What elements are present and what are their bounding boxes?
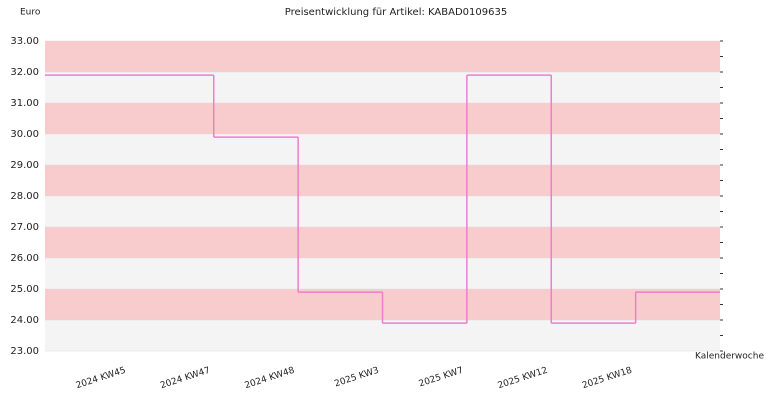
x-tick-label: 2024 KW47: [159, 366, 211, 391]
chart-title: Preisentwicklung für Artikel: KABAD01096…: [285, 7, 507, 18]
band: [45, 227, 720, 258]
y-tick-label: 32.00: [10, 67, 39, 78]
y-tick-label: 24.00: [10, 315, 39, 326]
y-tick-label: 26.00: [10, 253, 39, 264]
band: [45, 41, 720, 72]
band: [45, 258, 720, 289]
x-tick-label: 2025 KW7: [418, 366, 465, 390]
y-axis-label: Euro: [20, 8, 41, 18]
x-tick-label: 2025 KW3: [333, 366, 380, 390]
band: [45, 165, 720, 196]
band: [45, 72, 720, 103]
band: [45, 196, 720, 227]
y-tick-label: 33.00: [10, 36, 39, 47]
y-tick-label: 27.00: [10, 222, 39, 233]
band: [45, 134, 720, 165]
y-tick-label: 28.00: [10, 191, 39, 202]
bands: [45, 41, 720, 351]
y-tick-label: 30.00: [10, 129, 39, 140]
x-tick-label: 2024 KW48: [244, 366, 297, 392]
y-tick-label: 31.00: [10, 98, 39, 109]
x-axis-label: Kalenderwoche: [695, 352, 764, 362]
x-tick-label: 2025 KW12: [497, 366, 549, 391]
band: [45, 103, 720, 134]
y-tick-label: 23.00: [10, 346, 39, 357]
band: [45, 320, 720, 351]
x-tick-label: 2025 KW18: [581, 366, 634, 392]
y-tick-label: 29.00: [10, 160, 39, 171]
x-tick-label: 2024 KW45: [75, 366, 127, 391]
y-tick-label: 25.00: [10, 284, 39, 295]
